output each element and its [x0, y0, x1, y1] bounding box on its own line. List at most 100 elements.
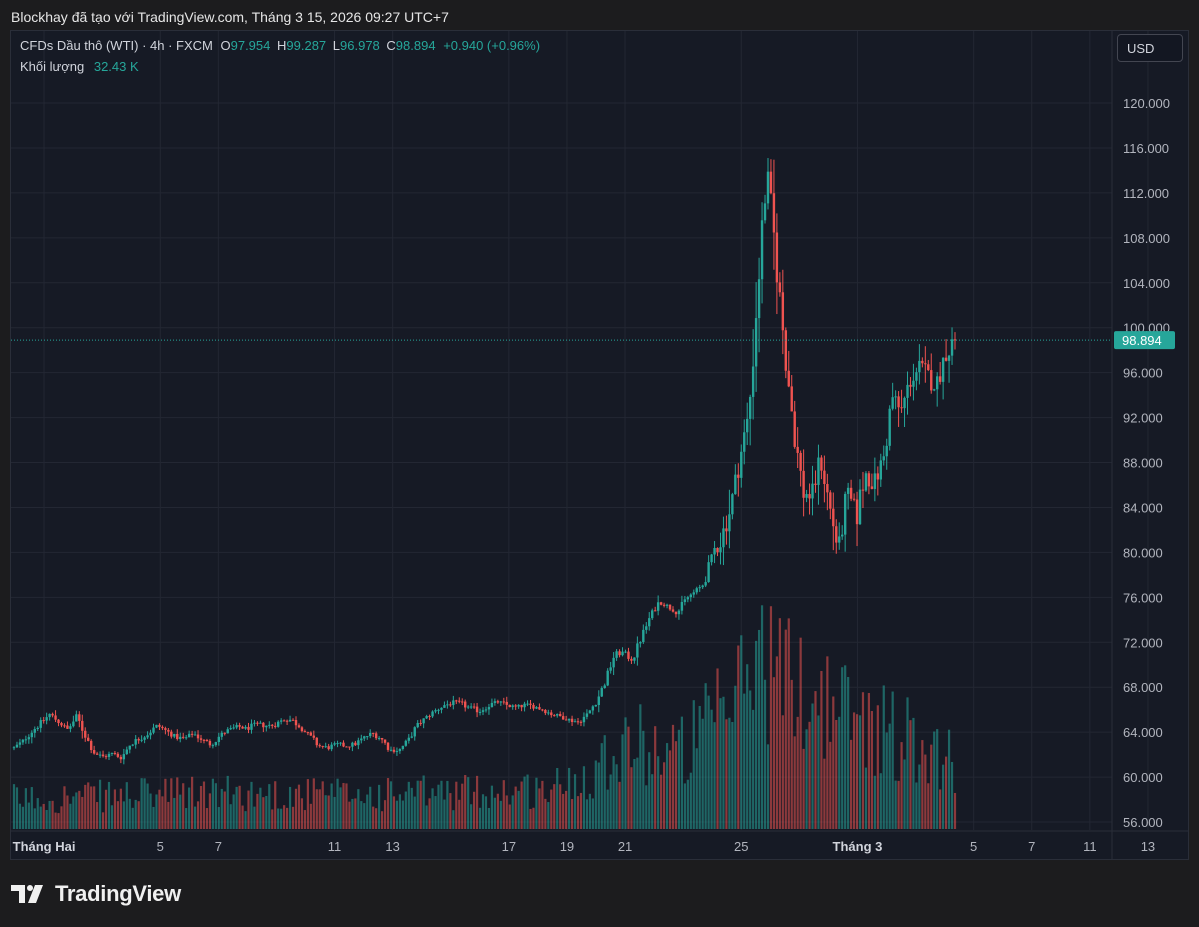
volume-bar	[734, 685, 737, 829]
candle-body	[363, 736, 366, 739]
volume-bar	[214, 783, 217, 829]
candle-body	[746, 418, 749, 433]
volume-bar	[217, 807, 220, 829]
candle-body	[107, 753, 111, 757]
candle-body	[576, 721, 580, 723]
candle-body	[345, 746, 348, 748]
candle-body	[888, 408, 891, 446]
candle-body	[867, 473, 871, 487]
volume-bar	[814, 691, 817, 829]
volume-bar	[725, 719, 728, 829]
volume-bar	[467, 777, 470, 829]
volume-bar	[167, 801, 170, 829]
candle-body	[306, 732, 310, 734]
currency-button[interactable]: USD	[1117, 34, 1183, 62]
volume-bar	[894, 780, 897, 829]
candle-body	[259, 722, 262, 724]
candle-body	[707, 562, 710, 583]
candle-body	[425, 716, 428, 719]
candle-body	[481, 710, 485, 712]
tradingview-logo[interactable]: TradingView	[11, 880, 181, 908]
volume-bar	[398, 794, 401, 829]
candle-body	[517, 704, 520, 707]
volume-bar	[48, 800, 51, 829]
price-tick-label: 84.000	[1123, 500, 1163, 515]
volume-bar	[808, 721, 811, 829]
volume-bar	[220, 788, 223, 829]
volume-bar	[410, 787, 413, 829]
candle-body	[621, 651, 624, 656]
candle-body	[137, 739, 140, 741]
volume-bar	[508, 804, 511, 829]
volume-bar	[54, 812, 57, 829]
volume-bar	[621, 734, 624, 829]
candle-body	[244, 726, 247, 729]
candle-body	[695, 588, 698, 593]
candle-body	[861, 489, 865, 491]
volume-bar	[844, 665, 847, 829]
volume-bar	[193, 806, 197, 829]
volume-bar	[698, 705, 701, 829]
volume-bar	[45, 810, 48, 829]
candle-body	[805, 494, 808, 498]
candle-body	[953, 339, 957, 341]
candle-body	[838, 536, 841, 543]
candle-body	[342, 742, 345, 747]
volume-bar	[288, 786, 292, 829]
volume-bar	[612, 756, 615, 829]
candle-body	[947, 355, 951, 361]
candle-body	[588, 710, 592, 714]
chart-pane[interactable]	[10, 30, 1189, 860]
volume-bar	[624, 717, 627, 829]
volume-bar	[835, 719, 838, 829]
candle-body	[416, 722, 419, 728]
price-tick-label: 112.000	[1123, 186, 1169, 201]
candle-body	[324, 746, 327, 748]
change-value: +0.940 (+0.96%)	[443, 38, 541, 53]
candle-body	[772, 193, 776, 233]
volume-legend[interactable]: Khối lượng 32.43 K	[20, 59, 139, 74]
volume-bar	[226, 775, 229, 829]
candle-body	[624, 651, 627, 653]
candle-body	[775, 232, 779, 283]
volume-bar	[553, 784, 556, 829]
candle-body	[823, 470, 826, 484]
candle-body	[455, 700, 458, 702]
volume-bar	[66, 795, 69, 829]
candle-body	[499, 701, 503, 703]
volume-bar	[487, 807, 491, 829]
candle-body	[609, 667, 612, 671]
low-value: 96.978	[340, 38, 380, 53]
volume-bar	[446, 780, 449, 829]
volume-bar	[885, 732, 888, 829]
candle-body	[538, 707, 541, 710]
volume-bar	[119, 788, 122, 829]
candle-body	[164, 728, 167, 730]
candle-body	[330, 744, 333, 750]
candle-body	[873, 473, 877, 489]
volume-bar	[811, 703, 814, 829]
volume-bar	[464, 775, 467, 829]
symbol-legend[interactable]: CFDs Dầu thô (WTI) · 4h · FXCM O97.954 H…	[20, 38, 540, 53]
volume-bar	[891, 691, 894, 829]
close-value: 98.894	[395, 38, 436, 53]
candle-body	[431, 711, 434, 717]
volume-bar	[876, 705, 879, 829]
price-tick-label: 116.000	[1123, 141, 1169, 156]
candle-body	[603, 685, 606, 689]
volume-bar	[746, 664, 749, 829]
low-label: L	[332, 38, 341, 53]
candle-body	[835, 526, 838, 543]
candle-body	[452, 700, 455, 706]
symbol-name[interactable]: CFDs Dầu thô (WTI) · 4h · FXCM	[20, 38, 213, 53]
candle-body	[389, 749, 393, 751]
candle-body	[814, 483, 817, 485]
candle-body	[170, 731, 173, 737]
candle-body	[674, 611, 678, 615]
volume-bar	[731, 721, 734, 829]
time-tick-label: Tháng Hai	[13, 839, 76, 854]
volume-bar	[280, 808, 283, 829]
volume-bar	[113, 789, 117, 829]
candle-body	[268, 724, 271, 726]
